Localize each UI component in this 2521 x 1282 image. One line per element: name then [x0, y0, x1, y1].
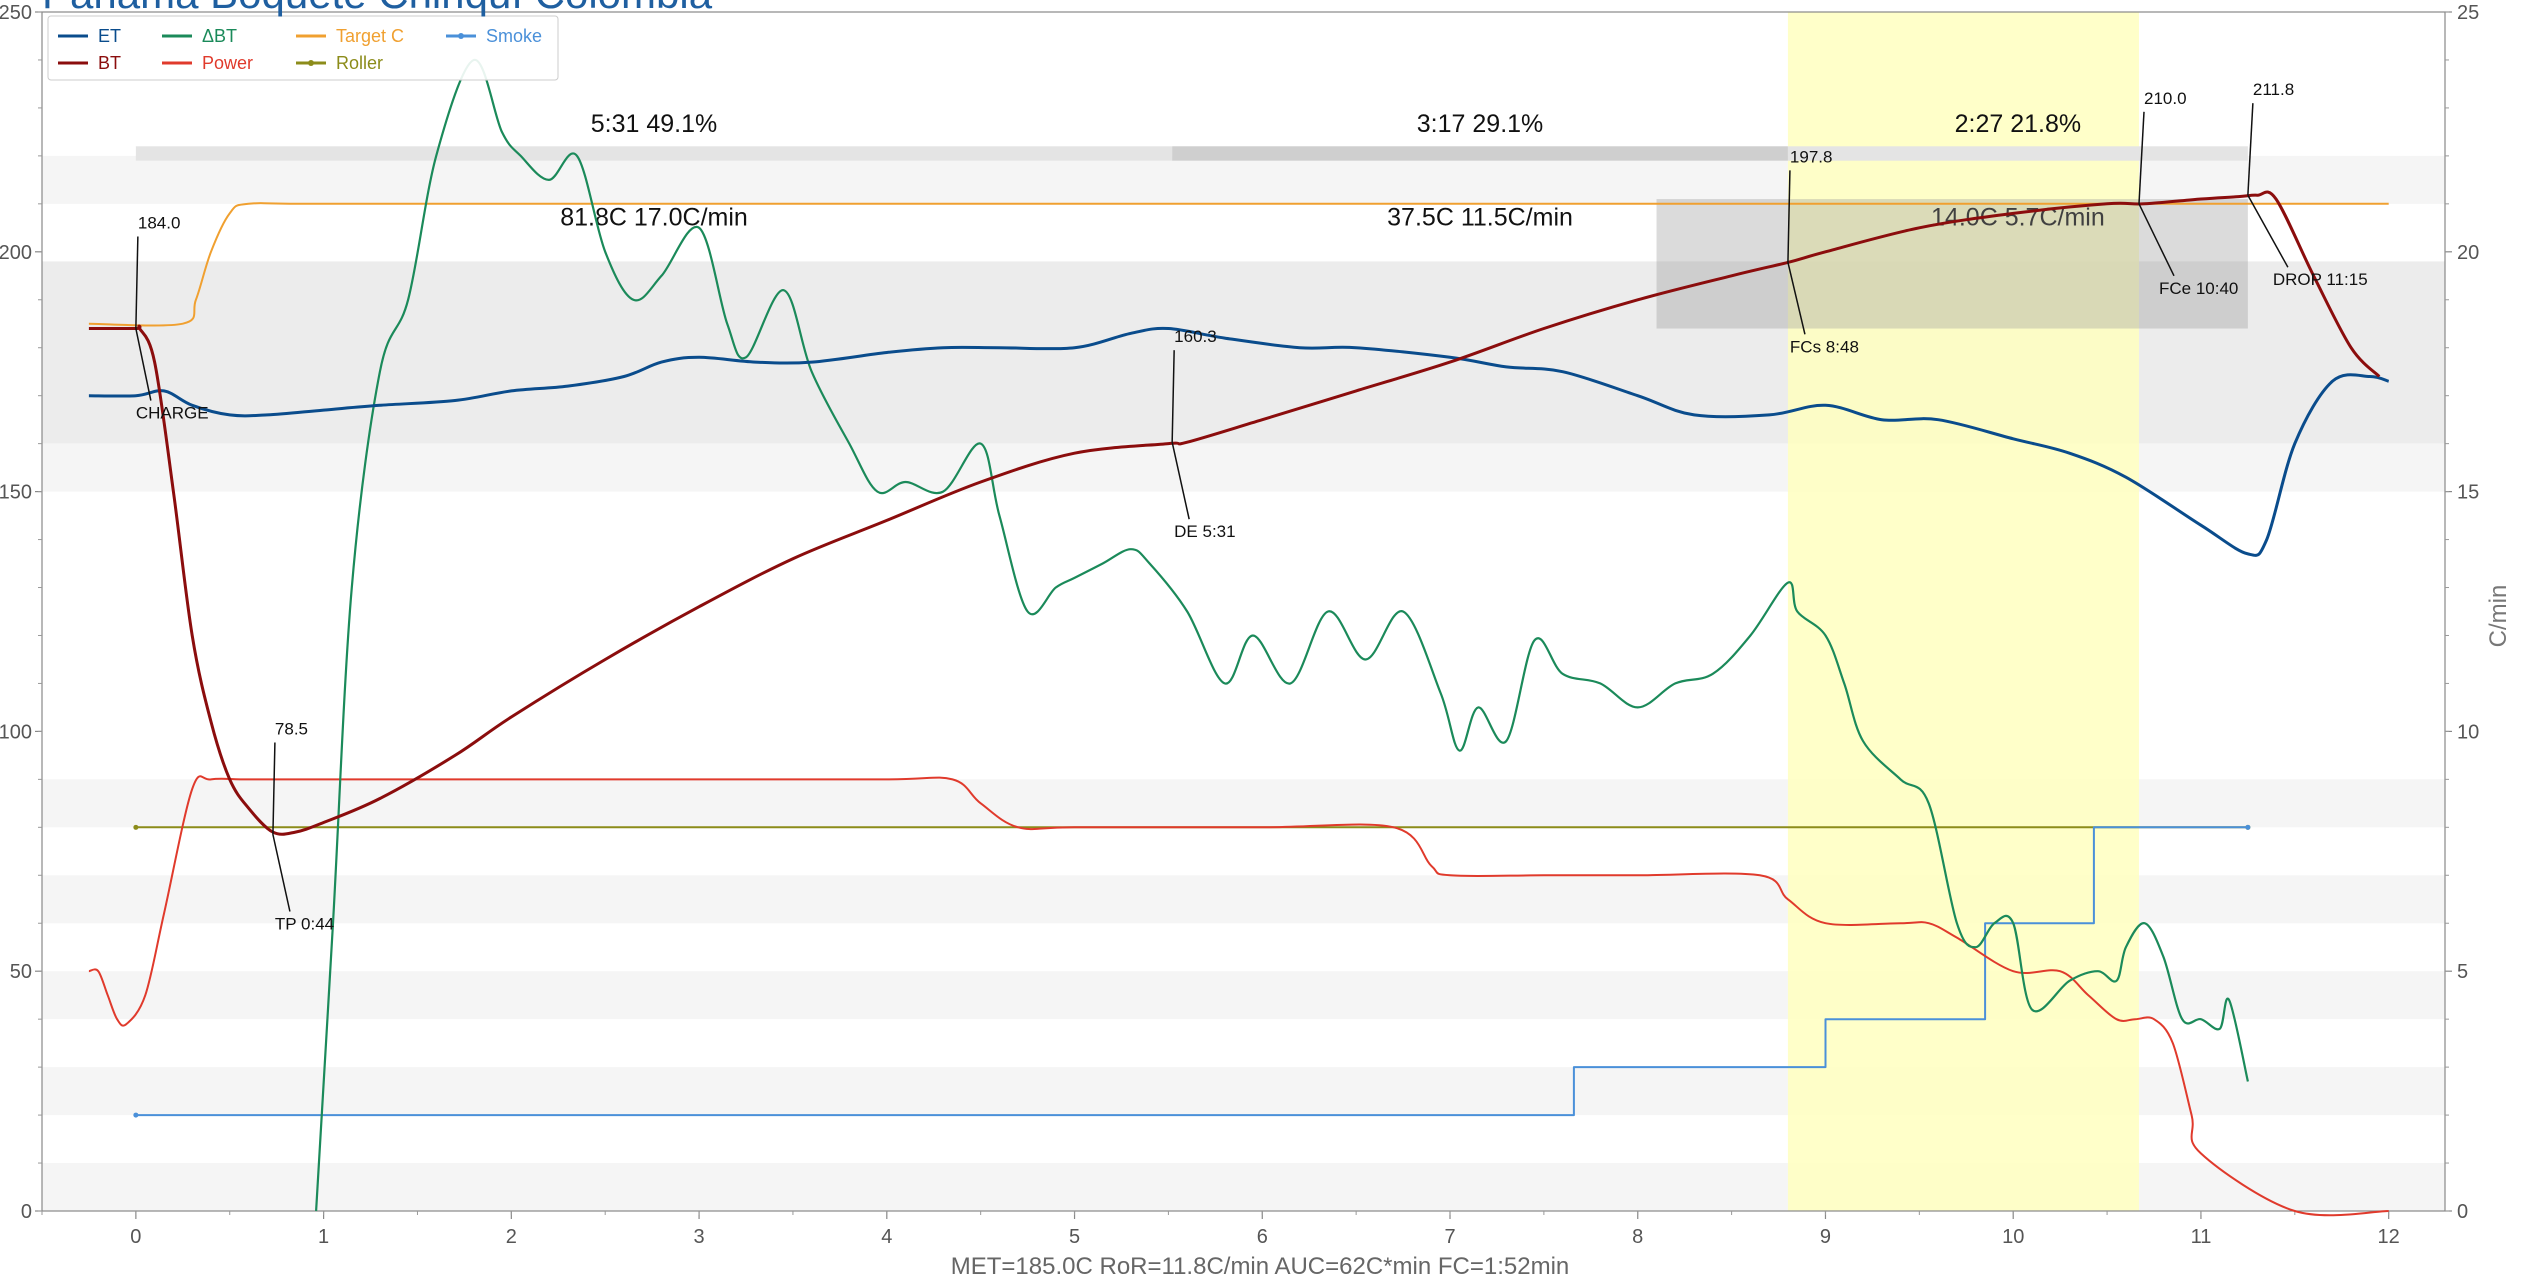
legend-label-TargetC: Target C	[336, 26, 404, 46]
series-roller-marker	[133, 824, 139, 830]
annotation-leader-0	[135, 236, 139, 329]
phase-band-0	[135, 146, 1173, 161]
legend-label-Roller: Roller	[336, 53, 383, 73]
x-tick-label: 5	[1069, 1226, 1080, 1248]
annotation-event-4: FCe 10:40	[2159, 279, 2238, 298]
annotation-value-1: 78.5	[275, 720, 308, 739]
annotation-leader-1	[272, 742, 276, 835]
annotation-leader-lower-5	[2247, 194, 2289, 268]
series-smoke	[135, 826, 2248, 1117]
x-tick-label: 1	[318, 1226, 329, 1248]
x-tick-label: 7	[1444, 1226, 1455, 1248]
annotation-leader-lower-4	[2138, 203, 2175, 277]
legend[interactable]: ET BT ΔBT Power Target C Roller Smoke	[47, 15, 559, 81]
series-lines	[88, 58, 2390, 1217]
legend-label-ET: ET	[98, 26, 121, 46]
phase-delta-label-2: 14.0C 5.7C/min	[1931, 203, 2105, 231]
legend-label-Power: Power	[202, 53, 253, 73]
annotation-value-3: 197.8	[1790, 147, 1833, 166]
y-tick-label: 50	[10, 961, 32, 983]
annotation-leader-lower-2	[1171, 442, 1190, 520]
series-et	[88, 326, 2390, 557]
x-tick-label: 9	[1820, 1226, 1831, 1248]
phase-band-1	[1172, 146, 1788, 161]
event-annotations: 184.0 CHARGE 78.5 TP 0:44 160.3 DE 5:31 197.8 F…	[135, 80, 2368, 934]
annotation-leader-lower-3	[1787, 262, 1806, 335]
x-tick-label: 10	[2002, 1226, 2024, 1248]
y-tick-label: 150	[0, 482, 32, 504]
series-smoke-marker	[133, 1112, 139, 1118]
annotation-leader-3	[1787, 170, 1791, 263]
phase-delta-label-0: 81.8C 17.0C/min	[560, 203, 748, 231]
legend-label-BT: BT	[98, 53, 121, 73]
annotation-value-2: 160.3	[1174, 327, 1217, 346]
legend-marker-Roller	[308, 60, 314, 66]
annotation-value-4: 210.0	[2144, 89, 2187, 108]
y2-tick-label: 20	[2457, 242, 2479, 264]
y2-tick-label: 0	[2457, 1201, 2468, 1223]
phase-time-label-2: 2:27 21.8%	[1955, 110, 2082, 138]
stats-footer: MET=185.0C RoR=11.8C/min AUC=62C*min FC=…	[951, 1253, 1570, 1280]
legend-marker-Smoke	[458, 33, 464, 39]
annotation-event-3: FCs 8:48	[1790, 337, 1859, 356]
annotation-event-1: TP 0:44	[275, 915, 334, 934]
legend-label-DeltaBT: ΔBT	[202, 26, 237, 46]
chart-title: Panama Boquete Chiriquí Colombia	[42, 0, 713, 17]
legend-label-Smoke: Smoke	[486, 26, 542, 46]
series-delta-bt	[315, 58, 2249, 1212]
annotation-leader-5	[2247, 103, 2254, 196]
y2-tick-label: 15	[2457, 482, 2479, 504]
phase-delta-label-1: 37.5C 11.5C/min	[1387, 203, 1573, 231]
x-tick-label: 11	[2191, 1226, 2212, 1248]
phase-band-2	[1787, 146, 2248, 161]
annotation-leader-lower-1	[272, 834, 291, 912]
annotation-leader-2	[1171, 350, 1175, 443]
x-tick-label: 2	[506, 1226, 517, 1248]
x-tick-label: 4	[881, 1226, 892, 1248]
series-target-c	[88, 202, 2389, 327]
x-tick-label: 8	[1632, 1226, 1643, 1248]
y-tick-label: 200	[0, 242, 32, 264]
y-tick-label: 250	[0, 2, 32, 24]
annotation-event-5: DROP 11:15	[2273, 270, 2368, 289]
annotation-value-0: 184.0	[138, 214, 181, 233]
right-axis-label: C/min	[2485, 585, 2512, 648]
x-tick-label: 3	[694, 1226, 705, 1248]
x-tick-label: 12	[2378, 1226, 2400, 1248]
y-tick-label: 100	[0, 721, 32, 743]
series-power	[88, 775, 2389, 1217]
development-area	[1656, 199, 2248, 329]
annotation-event-0: CHARGE	[136, 404, 209, 423]
annotation-leader-4	[2138, 111, 2145, 204]
first-crack-span-rect	[1787, 12, 2139, 1211]
legend-box	[47, 15, 559, 81]
x-tick-label: 6	[1257, 1226, 1268, 1248]
annotation-leader-lower-0	[135, 328, 152, 401]
y2-tick-label: 5	[2457, 961, 2468, 983]
annotation-event-2: DE 5:31	[1174, 522, 1235, 541]
annotation-value-5: 211.8	[2253, 80, 2294, 99]
phase-time-label-0: 5:31 49.1%	[591, 110, 718, 138]
y-tick-label: 0	[21, 1201, 32, 1223]
series-smoke-marker	[2245, 824, 2251, 830]
phase-time-label-1: 3:17 29.1%	[1417, 110, 1544, 138]
y2-tick-label: 25	[2457, 2, 2479, 24]
first-crack-span	[1787, 12, 2139, 1211]
plot-border	[41, 11, 2446, 1212]
series-bt	[88, 190, 2381, 836]
x-tick-label: 0	[130, 1226, 141, 1248]
y2-tick-label: 10	[2457, 721, 2479, 743]
